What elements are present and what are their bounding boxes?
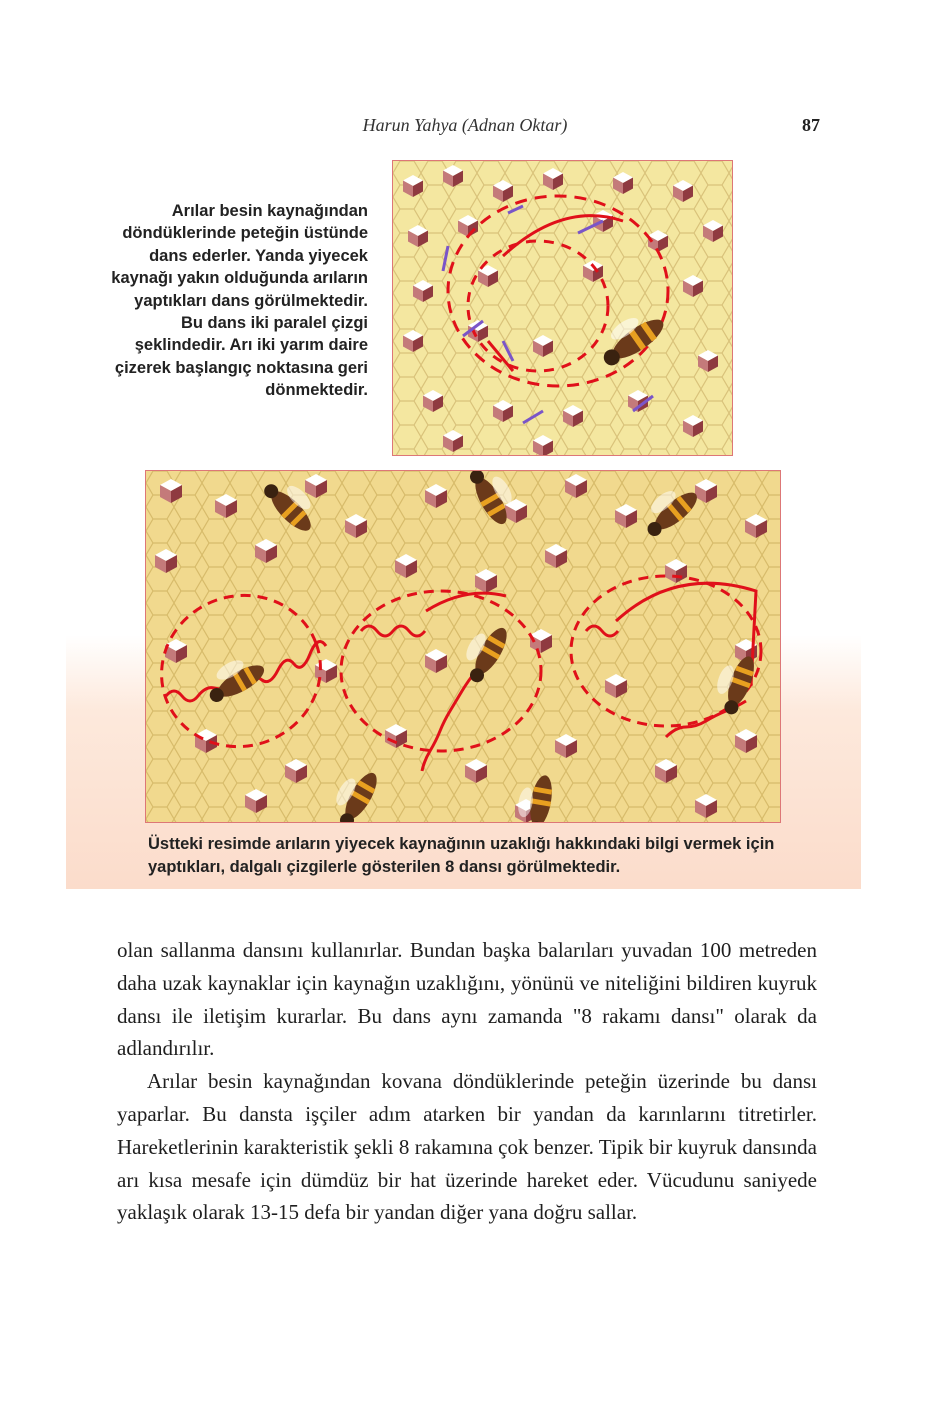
- running-header-title: Harun Yahya (Adnan Oktar): [362, 115, 568, 135]
- body-paragraph: olan sallanma dansını kullanırlar. Bunda…: [117, 938, 817, 1061]
- page-number: 87: [802, 115, 820, 135]
- bottom-figure-caption: Üstteki resimde arıların yiyecek kaynağı…: [148, 835, 775, 876]
- round-dance-illustration: [392, 160, 733, 456]
- bee: [603, 317, 664, 366]
- direction-arrows: [441, 204, 654, 425]
- dance-paths: [160, 574, 763, 772]
- body-paragraph: Arılar besin kaynağından kovana döndükle…: [117, 1069, 817, 1225]
- top-figure-caption: Arılar besin kaynağından döndüklerinde p…: [111, 202, 368, 400]
- dance-path: [446, 194, 670, 388]
- waggle-dance-illustration: [145, 470, 781, 823]
- body-text: olan sallanma dansını kullanırlar. Bunda…: [117, 934, 817, 1229]
